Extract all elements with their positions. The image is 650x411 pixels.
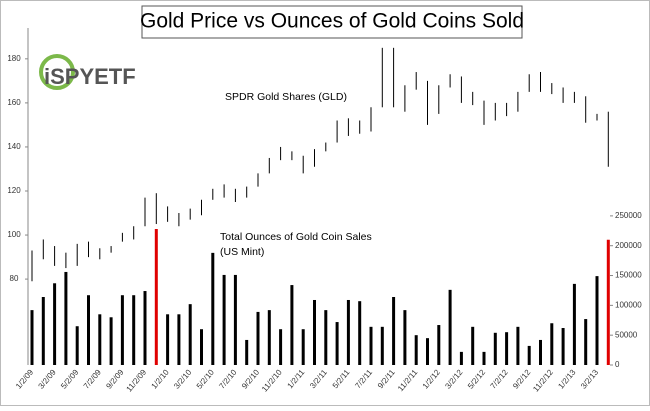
coin-bar bbox=[120, 295, 124, 365]
coin-bar bbox=[301, 329, 305, 365]
coin-bar bbox=[41, 297, 45, 365]
coin-bar bbox=[324, 310, 328, 365]
coin-bar bbox=[471, 326, 475, 365]
coin-bar bbox=[539, 339, 542, 365]
coin-bar bbox=[516, 326, 520, 365]
y-tick-label: 100 bbox=[7, 230, 21, 239]
coin-bar bbox=[403, 310, 407, 365]
coin-bar bbox=[414, 335, 418, 365]
coin-bar bbox=[290, 285, 294, 365]
coin-bar bbox=[482, 351, 486, 365]
coin-bar bbox=[188, 304, 192, 365]
coin-bar bbox=[200, 329, 203, 365]
y2-tick-label: 50000 bbox=[615, 330, 638, 339]
y2-tick-label: 0 bbox=[615, 360, 620, 369]
annotation: SPDR Gold Shares (GLD) bbox=[225, 91, 347, 103]
y2-tick-label: 150000 bbox=[615, 271, 642, 280]
coin-bar bbox=[392, 297, 396, 365]
y2-tick-label: 100000 bbox=[615, 300, 642, 309]
chart-title: Gold Price vs Ounces of Gold Coins Sold bbox=[140, 10, 524, 33]
coin-bar bbox=[380, 326, 384, 365]
coin-bar bbox=[64, 271, 68, 365]
coin-bar bbox=[346, 299, 350, 365]
coin-bar bbox=[30, 310, 34, 365]
coin-bar bbox=[245, 339, 249, 365]
coin-bar bbox=[75, 326, 79, 365]
coin-bar bbox=[177, 314, 181, 365]
logo-mark bbox=[39, 54, 75, 90]
coin-bar bbox=[335, 322, 339, 365]
title-box bbox=[141, 5, 523, 39]
annotation: (US Mint) bbox=[220, 246, 264, 258]
coin-bar bbox=[53, 283, 57, 365]
coin-bar bbox=[143, 291, 147, 365]
coin-bar bbox=[109, 317, 113, 365]
y-tick-label: 80 bbox=[10, 274, 19, 283]
coin-bar bbox=[166, 314, 170, 365]
coin-bar bbox=[527, 345, 531, 365]
coin-bar bbox=[426, 338, 429, 365]
coin-bar bbox=[448, 289, 452, 365]
coin-bar bbox=[505, 332, 509, 365]
coin-bar bbox=[459, 351, 463, 365]
coin-bar bbox=[222, 274, 226, 365]
coin-bar bbox=[437, 325, 441, 365]
coin-bar bbox=[132, 295, 136, 365]
coin-bar bbox=[98, 314, 102, 365]
coin-bar bbox=[233, 274, 237, 365]
y2-tick-label: 200000 bbox=[615, 241, 642, 250]
y-tick-label: 160 bbox=[7, 98, 21, 107]
coin-bar bbox=[572, 283, 576, 365]
coin-bar bbox=[595, 276, 599, 365]
logo: iSPYETF bbox=[44, 64, 136, 89]
coin-bar bbox=[369, 326, 373, 365]
coin-bar bbox=[87, 295, 90, 365]
y-tick-label: 180 bbox=[7, 54, 21, 63]
coin-bar bbox=[211, 252, 215, 365]
annotation: Total Ounces of Gold Coin Sales bbox=[220, 231, 372, 243]
coin-bar bbox=[584, 319, 588, 365]
y2-tick-label: 250000 bbox=[615, 211, 642, 220]
coin-bar bbox=[561, 328, 565, 365]
coin-bar bbox=[256, 311, 260, 365]
coin-bar bbox=[358, 301, 362, 365]
coin-bar bbox=[267, 310, 271, 365]
coin-bar bbox=[606, 239, 610, 365]
coin-bar bbox=[313, 299, 316, 365]
coin-bar bbox=[279, 329, 283, 365]
y-tick-label: 140 bbox=[7, 142, 21, 151]
coin-bar bbox=[493, 332, 497, 365]
coin-bar bbox=[550, 323, 554, 365]
coin-bar bbox=[154, 229, 158, 365]
y-tick-label: 120 bbox=[7, 186, 21, 195]
